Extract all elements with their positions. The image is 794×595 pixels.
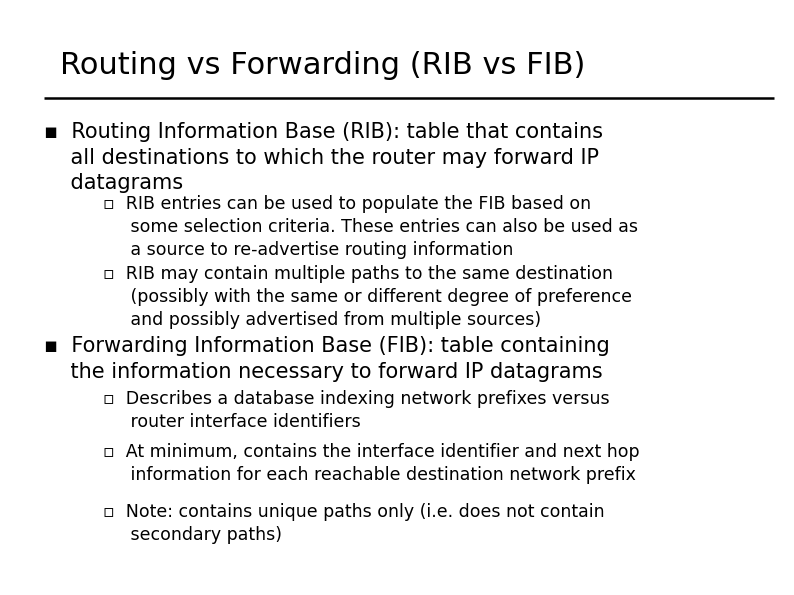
Text: Routing vs Forwarding (RIB vs FIB): Routing vs Forwarding (RIB vs FIB) bbox=[60, 51, 585, 80]
Text: ▫  At minimum, contains the interface identifier and next hop
     information f: ▫ At minimum, contains the interface ide… bbox=[103, 443, 640, 484]
Text: ▫  Describes a database indexing network prefixes versus
     router interface i: ▫ Describes a database indexing network … bbox=[103, 390, 610, 431]
Text: ▪  Forwarding Information Base (FIB): table containing
    the information neces: ▪ Forwarding Information Base (FIB): tab… bbox=[44, 336, 610, 382]
Text: ▪  Routing Information Base (RIB): table that contains
    all destinations to w: ▪ Routing Information Base (RIB): table … bbox=[44, 122, 603, 193]
Text: ▫  RIB may contain multiple paths to the same destination
     (possibly with th: ▫ RIB may contain multiple paths to the … bbox=[103, 265, 632, 328]
Text: ▫  RIB entries can be used to populate the FIB based on
     some selection crit: ▫ RIB entries can be used to populate th… bbox=[103, 195, 638, 259]
Text: ▫  Note: contains unique paths only (i.e. does not contain
     secondary paths): ▫ Note: contains unique paths only (i.e.… bbox=[103, 503, 605, 544]
